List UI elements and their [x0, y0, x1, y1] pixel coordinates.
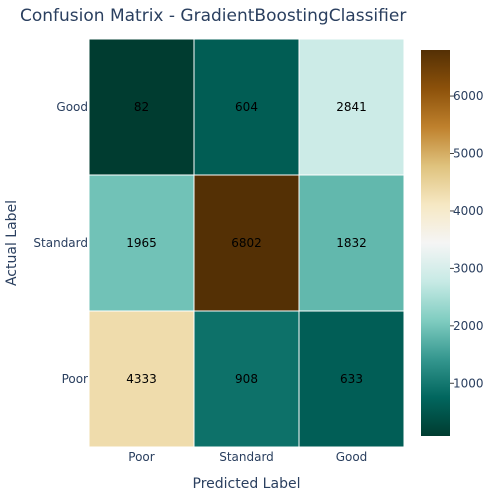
cell-value-label: 908 [235, 372, 258, 386]
cell-value-label: 2841 [336, 100, 367, 114]
colorbar-tick-label: 5000 [453, 147, 484, 161]
x-axis-ticks: Poor Standard Good [128, 450, 367, 464]
colorbar-tick-label: 3000 [453, 261, 484, 275]
heatmap-cell [193, 310, 300, 448]
y-axis-ticks: Good Standard Poor [33, 100, 88, 386]
heatmap-cell-labels: 82 604 2841 1965 6802 1832 4333 908 633 [126, 100, 367, 386]
heatmap-cell [193, 174, 300, 312]
y-tick-label: Poor [62, 372, 88, 386]
x-tick-label: Good [336, 450, 368, 464]
y-tick-label: Standard [33, 236, 88, 250]
x-tick-label: Poor [128, 450, 154, 464]
cell-value-label: 633 [340, 372, 363, 386]
heatmap-cell [298, 38, 405, 176]
colorbar-tick-label: 6000 [453, 89, 484, 103]
y-axis-title: Actual Label [4, 200, 20, 286]
heatmap-cell [88, 38, 195, 176]
heatmap-cell [88, 174, 195, 312]
x-tick-label: Standard [219, 450, 274, 464]
cell-value-label: 82 [134, 100, 149, 114]
cell-value-label: 1832 [336, 236, 367, 250]
heatmap-cell [88, 310, 195, 448]
colorbar-tick-label: 1000 [453, 376, 484, 390]
heatmap-cells [88, 38, 405, 448]
colorbar-tick-label: 2000 [453, 319, 484, 333]
cell-value-label: 1965 [126, 236, 157, 250]
colorbar-tick-label: 4000 [453, 204, 484, 218]
colorbar-ticks: 1000 2000 3000 4000 5000 6000 [450, 89, 484, 390]
y-tick-label: Good [56, 100, 88, 114]
cell-value-label: 604 [235, 100, 258, 114]
chart-title: Confusion Matrix - GradientBoostingClass… [20, 6, 406, 26]
colorbar [421, 50, 450, 436]
cell-value-label: 6802 [231, 236, 262, 250]
heatmap-cell [298, 310, 405, 448]
heatmap-cell [298, 174, 405, 312]
heatmap-cell [193, 38, 300, 176]
cell-value-label: 4333 [126, 372, 157, 386]
x-axis-title: Predicted Label [193, 476, 301, 492]
